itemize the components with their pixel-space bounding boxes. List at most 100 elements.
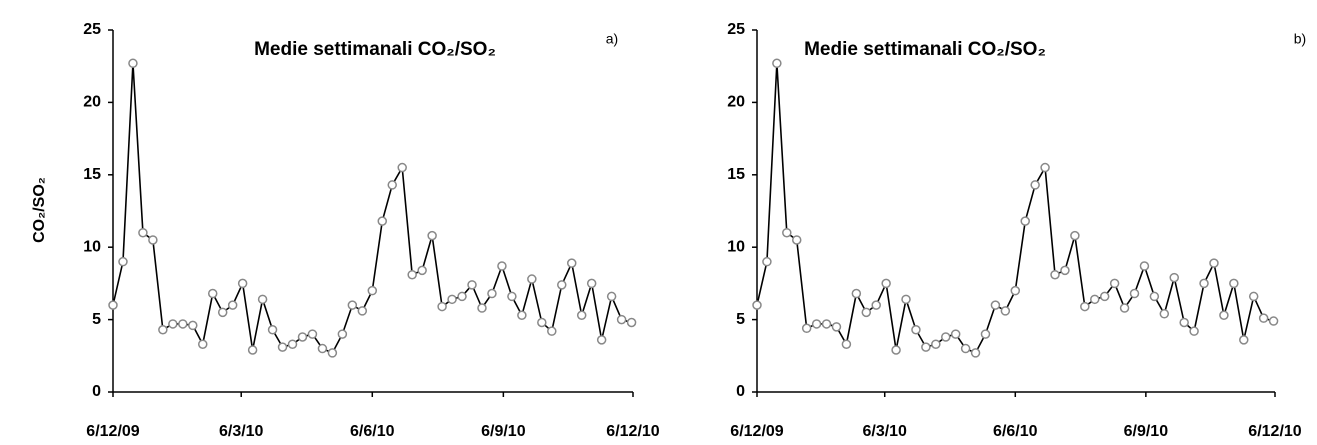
data-point <box>327 348 338 358</box>
data-point <box>921 342 931 352</box>
x-tick-label: 6/3/10 <box>862 423 907 440</box>
data-point <box>198 339 208 349</box>
x-tick-label: 6/9/10 <box>1124 423 1169 440</box>
data-point <box>821 319 832 329</box>
data-point <box>297 332 308 342</box>
data-point <box>1129 288 1140 299</box>
data-point <box>357 306 368 316</box>
data-point <box>1099 291 1110 302</box>
data-point <box>1030 180 1040 190</box>
data-point <box>158 324 168 335</box>
data-point <box>217 307 228 318</box>
data-point <box>1080 301 1090 312</box>
data-point <box>762 256 772 267</box>
chart-title: Medie settimanali CO₂/SO₂ <box>804 39 1046 60</box>
data-point <box>497 261 507 271</box>
data-point <box>1139 261 1150 271</box>
data-point <box>437 301 447 312</box>
data-point <box>586 278 597 289</box>
y-tick-label: 25 <box>727 21 745 38</box>
data-point <box>447 294 457 305</box>
data-point <box>477 303 487 313</box>
data-point <box>1010 285 1021 296</box>
data-point <box>606 291 617 302</box>
data-point <box>277 342 288 352</box>
data-point <box>782 227 792 238</box>
data-point <box>941 332 951 342</box>
data-point <box>517 310 527 321</box>
data-point <box>507 291 517 302</box>
data-point <box>891 345 901 355</box>
y-tick-label: 0 <box>736 383 745 400</box>
data-point <box>791 235 802 245</box>
data-point <box>367 285 378 296</box>
data-point <box>1239 335 1249 345</box>
data-point <box>148 235 158 245</box>
data-point <box>537 317 547 328</box>
data-point <box>1050 269 1060 280</box>
data-point <box>801 323 812 334</box>
data-point <box>108 300 118 310</box>
data-point <box>1258 313 1269 323</box>
data-point <box>138 227 148 238</box>
data-point <box>168 319 178 329</box>
data-point <box>1020 216 1030 226</box>
data-point <box>188 320 198 331</box>
data-point <box>287 339 298 349</box>
data-point <box>527 274 537 284</box>
data-point <box>257 294 268 305</box>
data-point <box>487 288 497 299</box>
y-tick-label: 10 <box>83 238 101 255</box>
data-point <box>616 314 627 325</box>
data-point <box>227 300 238 310</box>
data-point <box>1189 326 1199 336</box>
data-point <box>841 339 852 349</box>
data-point <box>178 319 188 329</box>
data-point <box>407 269 417 280</box>
data-point <box>547 326 557 336</box>
data-point <box>457 291 467 302</box>
panel-label: a) <box>606 31 618 47</box>
data-point <box>970 348 981 358</box>
chart-title: Medie settimanali CO₂/SO₂ <box>254 39 496 60</box>
data-point <box>911 324 921 335</box>
x-tick-label: 6/12/09 <box>86 423 139 440</box>
y-tick-label: 20 <box>727 94 745 111</box>
x-tick-label: 6/6/10 <box>350 423 395 440</box>
data-point <box>557 280 567 290</box>
data-point <box>1119 303 1130 313</box>
data-point <box>1109 278 1120 289</box>
y-tick-label: 10 <box>727 238 745 255</box>
data-point <box>1149 291 1160 302</box>
y-tick-label: 25 <box>83 21 101 38</box>
data-point <box>377 216 388 226</box>
data-point <box>1199 278 1209 289</box>
data-point <box>576 310 587 321</box>
data-point <box>247 345 258 355</box>
data-point <box>307 329 318 339</box>
data-point <box>931 339 941 349</box>
x-tick-label: 6/9/10 <box>481 423 526 440</box>
data-point <box>881 278 891 289</box>
data-point <box>752 300 762 310</box>
data-point <box>417 265 427 276</box>
y-tick-label: 20 <box>83 94 101 111</box>
data-point <box>397 162 407 173</box>
data-point <box>1209 258 1219 268</box>
data-point <box>772 58 782 69</box>
data-point <box>1268 316 1279 326</box>
data-point <box>387 180 397 190</box>
data-point <box>1000 306 1011 316</box>
data-point <box>467 280 477 290</box>
x-tick-label: 6/6/10 <box>993 423 1038 440</box>
data-point <box>1159 309 1170 319</box>
data-point <box>566 258 577 268</box>
panel-label: b) <box>1294 31 1306 47</box>
data-point <box>1179 317 1189 328</box>
data-point <box>1070 230 1080 241</box>
data-point <box>871 300 881 310</box>
data-point <box>1060 265 1070 276</box>
data-point <box>980 329 991 339</box>
data-point <box>1248 291 1259 302</box>
